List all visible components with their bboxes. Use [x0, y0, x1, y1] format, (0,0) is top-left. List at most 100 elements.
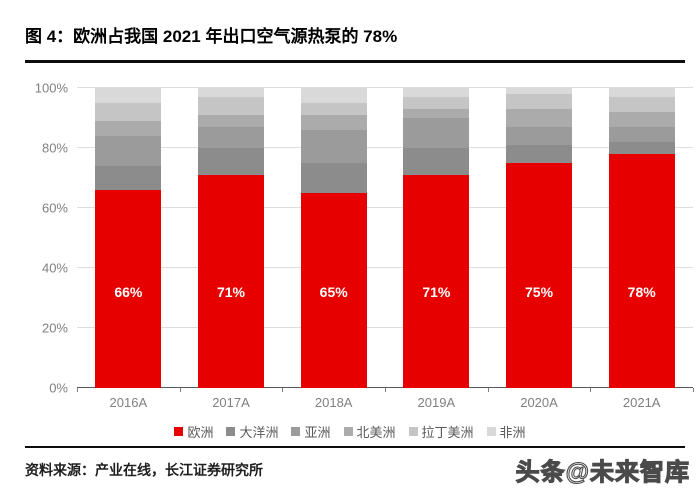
bar-slot: 71%	[385, 88, 488, 388]
bar-segment-亚洲	[608, 127, 675, 142]
legend-item-北美洲: 北美洲	[343, 422, 396, 441]
bar-segment-欧洲	[403, 175, 470, 388]
x-axis-tick	[693, 388, 694, 392]
bar-segment-北美洲	[95, 121, 162, 136]
bar-segment-非洲	[300, 88, 367, 103]
legend-item-非洲: 非洲	[486, 422, 526, 441]
x-tick-label: 2018A	[314, 395, 353, 410]
bar-segment-亚洲	[198, 127, 264, 148]
y-tick-label: 60%	[41, 200, 68, 216]
legend-marker	[226, 427, 236, 436]
bars-row: 66% 71% 65% 71% 75% 78%	[77, 88, 693, 388]
bar-slot: 78%	[590, 88, 693, 388]
bar-segment-欧洲	[506, 163, 573, 388]
legend-marker	[343, 427, 353, 436]
x-axis-tick	[487, 388, 489, 392]
bar-segment-大洋洲	[506, 145, 573, 163]
bar-value-label: 66%	[114, 284, 143, 300]
bar-segment-拉丁美洲	[608, 97, 675, 112]
y-tick-label: 100%	[34, 80, 68, 96]
legend-item-亚洲: 亚洲	[291, 422, 331, 441]
bar-segment-拉丁美洲	[403, 97, 470, 109]
x-tick-label: 2021A	[622, 395, 661, 410]
y-tick-label: 0%	[49, 380, 68, 396]
bar-segment-非洲	[198, 88, 264, 97]
bar-segment-大洋洲	[198, 148, 264, 175]
bar-value-label: 65%	[319, 284, 348, 300]
y-tick-label: 40%	[41, 260, 68, 276]
legend-item-拉丁美洲: 拉丁美洲	[408, 422, 474, 441]
x-axis-tick	[77, 388, 78, 392]
gridline	[77, 87, 693, 88]
bar-slot: 65%	[282, 88, 385, 388]
legend-label: 大洋洲	[239, 425, 279, 440]
gridline	[77, 267, 693, 268]
gridline	[77, 147, 693, 148]
bar-segment-拉丁美洲	[95, 103, 162, 121]
bar-segment-欧洲	[608, 154, 675, 388]
bar-slot: 66%	[77, 88, 180, 388]
x-axis-tick	[179, 388, 181, 392]
stacked-bar: 66%	[95, 88, 162, 388]
gridline	[77, 387, 693, 388]
bar-value-label: 78%	[627, 284, 656, 300]
bottom-rule	[25, 446, 685, 448]
stacked-bar: 75%	[506, 88, 573, 388]
bar-segment-北美洲	[403, 109, 470, 118]
bar-segment-欧洲	[95, 190, 162, 388]
bar-segment-非洲	[95, 88, 162, 103]
bar-segment-亚洲	[95, 136, 162, 166]
x-tick-label: 2019A	[417, 395, 456, 410]
bar-segment-拉丁美洲	[506, 94, 573, 109]
x-tick-label: 2020A	[520, 395, 558, 410]
bar-segment-亚洲	[506, 127, 573, 145]
legend-marker	[174, 427, 184, 436]
legend-label: 拉丁美洲	[421, 425, 474, 440]
legend-label: 欧洲	[187, 425, 214, 440]
x-tick-label: 2016A	[109, 395, 148, 410]
gridline	[77, 207, 693, 208]
x-axis-tick	[282, 388, 284, 392]
stacked-bar: 78%	[608, 88, 675, 388]
stacked-bar: 71%	[403, 88, 470, 388]
x-axis-labels: 2016A 2017A 2018A 2019A 2020A 2021A	[77, 395, 693, 410]
figure-title: 图 4：欧洲占我国 2021 年出口空气源热泵的 78%	[25, 27, 398, 46]
legend-item-欧洲: 欧洲	[174, 422, 213, 441]
legend-label: 非洲	[499, 425, 526, 440]
bar-value-label: 71%	[422, 284, 451, 300]
stacked-bar: 71%	[198, 88, 264, 388]
bar-segment-北美洲	[300, 115, 367, 130]
bar-slot: 71%	[180, 88, 283, 388]
bar-segment-非洲	[608, 88, 675, 97]
y-tick-label: 20%	[41, 320, 68, 336]
bar-value-label: 75%	[525, 284, 554, 300]
bar-segment-大洋洲	[300, 163, 367, 193]
bar-segment-非洲	[506, 88, 573, 94]
bar-segment-亚洲	[300, 130, 367, 163]
y-axis-labels: 0% 20% 40% 60% 80% 100%	[0, 82, 68, 395]
stacked-bar: 65%	[300, 88, 367, 388]
x-tick-label: 2017A	[212, 395, 250, 410]
bar-segment-欧洲	[198, 175, 264, 388]
x-axis-tick	[590, 388, 592, 392]
bar-slot: 75%	[488, 88, 591, 388]
bar-segment-欧洲	[300, 193, 367, 388]
legend-label: 北美洲	[356, 425, 396, 440]
plot-area: 66% 71% 65% 71% 75% 78%	[77, 87, 694, 392]
source-note: 资料来源：产业在线，长江证券研究所	[25, 462, 263, 478]
legend-marker	[408, 427, 418, 436]
bar-segment-拉丁美洲	[198, 97, 264, 115]
legend-item-大洋洲: 大洋洲	[226, 422, 278, 441]
x-axis-tick	[385, 388, 386, 392]
legend-label: 亚洲	[304, 425, 331, 440]
bar-segment-大洋洲	[608, 142, 675, 154]
legend-marker	[486, 427, 496, 436]
chart-legend: 欧洲 大洋洲 亚洲 北美洲 拉丁美洲 非洲	[0, 422, 700, 441]
bar-segment-大洋洲	[95, 166, 162, 190]
bar-segment-大洋洲	[403, 148, 470, 175]
bar-segment-北美洲	[198, 115, 264, 127]
gridline	[77, 327, 693, 328]
legend-marker	[291, 427, 301, 436]
bar-segment-拉丁美洲	[300, 103, 367, 115]
